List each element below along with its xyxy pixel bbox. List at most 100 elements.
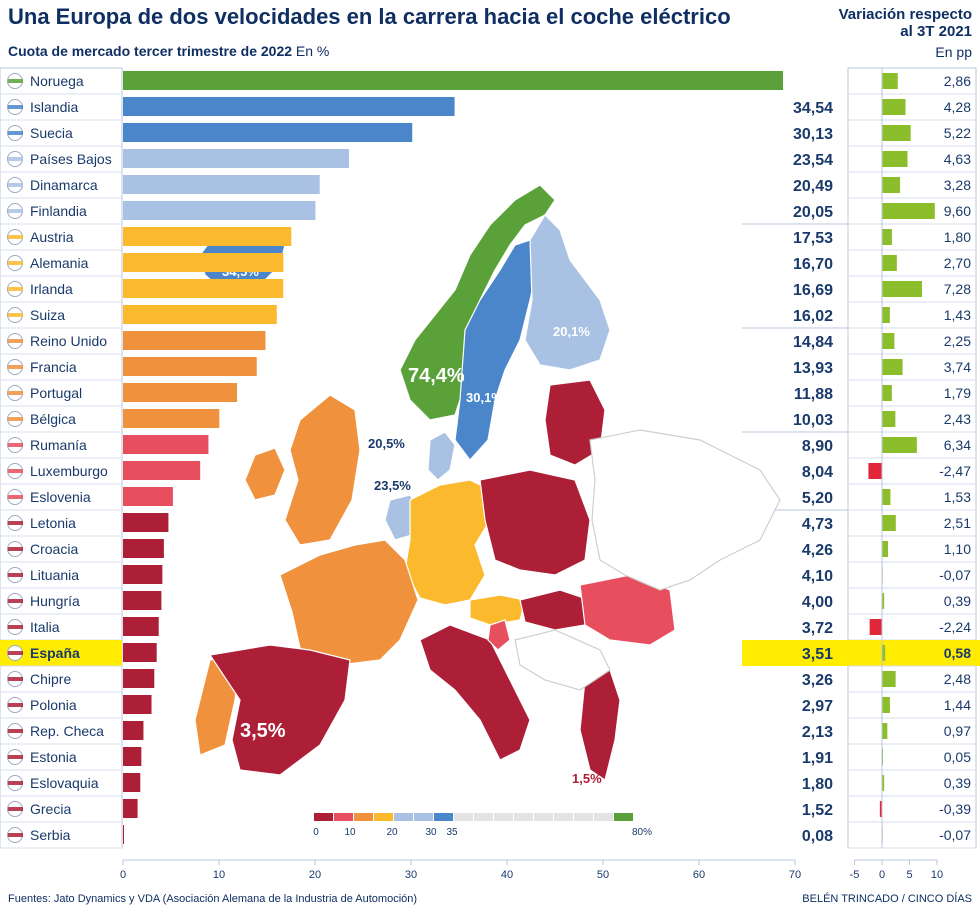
legend-tick: 35 <box>446 827 458 838</box>
legend-swatch <box>454 813 473 821</box>
flag-stripe <box>8 339 23 343</box>
change-bar <box>882 515 896 531</box>
change-bar <box>868 463 882 479</box>
share-value-label: 3,72 <box>802 620 833 637</box>
flag-icon <box>7 333 23 349</box>
map-label: 1,5% <box>572 771 602 786</box>
flag-icon <box>7 593 23 609</box>
share-value-label: 4,10 <box>802 568 833 585</box>
flag-stripe <box>8 183 23 187</box>
bar <box>123 799 138 818</box>
bar <box>123 773 141 792</box>
chart-title: Una Europa de dos velocidades en la carr… <box>8 4 731 29</box>
change-bar <box>882 385 892 401</box>
legend-tick: 0 <box>313 827 319 838</box>
change-bar <box>882 151 908 167</box>
map-region <box>469 594 526 626</box>
share-value-label: 1,52 <box>802 802 833 819</box>
chart-subtitle: Cuota de mercado tercer trimestre de 202… <box>8 43 329 59</box>
flag-stripe <box>8 651 23 655</box>
country-label: Finlandia <box>30 203 87 219</box>
share-value-label: 3,26 <box>802 672 833 689</box>
flag-icon <box>7 255 23 271</box>
x-tick-label: 60 <box>693 869 705 881</box>
change-value-label: 0,39 <box>944 775 971 791</box>
change-bar <box>882 307 890 323</box>
map-region <box>404 479 491 606</box>
map-legend: 0 10 20 30 35 80% <box>313 813 652 838</box>
map-region <box>454 239 539 461</box>
x-tick-label: 70 <box>789 869 801 881</box>
change-bar <box>882 333 895 349</box>
change-value-label: 1,80 <box>944 229 971 245</box>
share-value-label: 30,13 <box>793 126 833 143</box>
change-bar <box>882 125 911 141</box>
legend-swatch <box>574 813 593 821</box>
change-tick-label: 10 <box>931 869 943 881</box>
share-value-label: 3,51 <box>802 646 833 663</box>
change-title-line2: al 3T 2021 <box>900 23 972 40</box>
change-value-label: 1,43 <box>944 307 971 323</box>
subtitle-unit: En % <box>295 43 330 59</box>
flag-stripe <box>8 703 23 707</box>
country-label: España <box>30 645 80 661</box>
country-label: Estonia <box>30 749 77 765</box>
change-value-label: 2,70 <box>944 255 971 271</box>
change-value-label: 0,05 <box>944 749 971 765</box>
country-label: Reino Unido <box>30 333 107 349</box>
change-tick-label: -5 <box>850 869 860 881</box>
change-panel-title: Variación respecto al 3T 2021 <box>839 6 972 40</box>
flag-icon <box>7 749 23 765</box>
legend-swatch <box>434 813 453 821</box>
change-bar <box>882 73 898 89</box>
highlight-row-value-bg <box>742 640 980 666</box>
bar <box>123 643 157 662</box>
country-label: Lituania <box>30 567 79 583</box>
map-region <box>399 184 556 421</box>
map-label: 0,1% <box>567 651 597 666</box>
share-value-label: 10,03 <box>793 412 833 429</box>
country-label: Dinamarca <box>30 177 98 193</box>
legend-swatch <box>614 813 633 821</box>
flag-icon <box>7 827 23 843</box>
legend-swatch <box>394 813 413 821</box>
flag-icon <box>7 723 23 739</box>
share-value-label: 17,53 <box>793 230 833 247</box>
legend-swatch <box>474 813 493 821</box>
flag-stripe <box>8 469 23 473</box>
country-label: Irlanda <box>30 281 73 297</box>
x-tick-label: 40 <box>501 869 513 881</box>
change-bar <box>882 671 896 687</box>
flag-stripe <box>8 755 23 759</box>
flag-stripe <box>8 729 23 733</box>
x-tick-label: 0 <box>120 869 126 881</box>
flag-stripe <box>8 209 23 213</box>
europe-map: 74,4%34,5%30,1%20,1%20,5%23,5%1,8%0,1%3,… <box>194 184 781 786</box>
flag-icon <box>7 515 23 531</box>
flag-stripe <box>8 235 23 239</box>
flag-icon <box>7 463 23 479</box>
country-label: Hungría <box>30 593 80 609</box>
country-label: Noruega <box>30 73 84 89</box>
change-bar <box>882 437 917 453</box>
row-backgrounds <box>0 67 980 849</box>
legend-swatch <box>334 813 353 821</box>
legend-swatch <box>354 813 373 821</box>
change-bar <box>882 593 885 609</box>
flag-stripe <box>8 131 23 135</box>
legend-swatch <box>554 813 573 821</box>
country-label: Croacia <box>30 541 78 557</box>
country-label: Eslovenia <box>30 489 91 505</box>
country-label: Eslovaquia <box>30 775 99 791</box>
legend-swatch <box>494 813 513 821</box>
change-value-label: 0,97 <box>944 723 971 739</box>
change-value-label: -2,24 <box>939 619 971 635</box>
legend-swatch <box>314 813 333 821</box>
change-value-label: 1,53 <box>944 489 971 505</box>
flag-stripe <box>8 287 23 291</box>
map-region <box>244 447 286 501</box>
change-panel-unit: En pp <box>935 44 972 60</box>
bar <box>123 825 124 844</box>
flag-icon <box>7 203 23 219</box>
